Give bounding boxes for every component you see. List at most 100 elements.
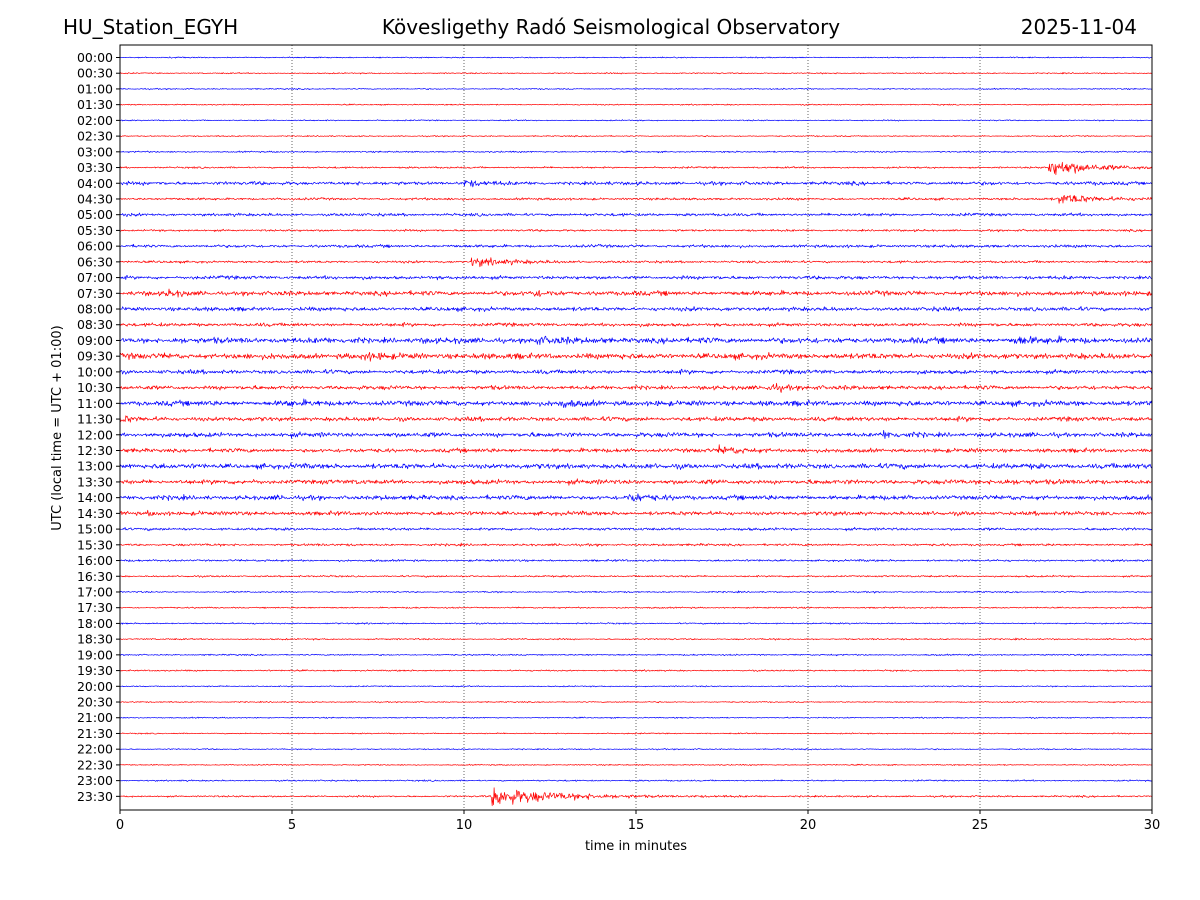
- trace-1030: [119, 382, 1153, 393]
- y-tick-label: 19:00: [77, 647, 113, 662]
- trace-1900: [119, 653, 1153, 657]
- y-tick-label: 05:00: [77, 207, 113, 222]
- y-tick-label: 11:30: [77, 412, 113, 427]
- trace-0300: [119, 150, 1153, 154]
- trace-0230: [119, 135, 1153, 138]
- x-tick-label: 0: [116, 818, 124, 833]
- y-tick-label: 22:30: [77, 757, 113, 772]
- y-tick-label: 07:30: [77, 286, 113, 301]
- y-tick-label: 06:00: [77, 239, 113, 254]
- trace-0830: [119, 322, 1153, 328]
- trace-1400: [119, 493, 1153, 502]
- station-title: HU_Station_EGYH: [63, 15, 239, 39]
- y-tick-label: 23:30: [77, 789, 113, 804]
- trace-0730: [119, 288, 1153, 298]
- y-tick-label: 15:30: [77, 537, 113, 552]
- y-tick-label: 01:00: [77, 81, 113, 96]
- trace-0130: [119, 103, 1153, 106]
- trace-1100: [119, 398, 1153, 409]
- y-tick-label: 20:00: [77, 679, 113, 694]
- y-tick-label: 23:00: [77, 773, 113, 788]
- trace-1830: [119, 637, 1153, 641]
- trace-0100: [119, 87, 1153, 91]
- trace-0200: [119, 119, 1153, 122]
- y-tick-label: 21:30: [77, 726, 113, 741]
- trace-0430: [119, 194, 1153, 204]
- y-tick-label: 07:00: [77, 270, 113, 285]
- trace-1530: [119, 542, 1153, 547]
- y-tick-label: 04:30: [77, 191, 113, 206]
- trace-1200: [119, 429, 1153, 439]
- trace-0930: [119, 351, 1153, 362]
- x-tick-label: 30: [1144, 818, 1161, 833]
- x-tick-label: 15: [628, 818, 645, 833]
- trace-2330: [119, 787, 1153, 807]
- y-tick-label: 18:00: [77, 616, 113, 631]
- y-tick-label: 12:30: [77, 443, 113, 458]
- trace-1430: [119, 509, 1153, 517]
- y-tick-label: 03:00: [77, 144, 113, 159]
- trace-0600: [119, 243, 1153, 249]
- trace-2300: [119, 779, 1153, 782]
- y-tick-label: 17:30: [77, 600, 113, 615]
- y-tick-label: 10:30: [77, 380, 113, 395]
- y-tick-label: 09:30: [77, 349, 113, 364]
- y-tick-label: 06:30: [77, 254, 113, 269]
- y-axis: 00:0000:3001:0001:3002:0002:3003:0003:30…: [77, 50, 120, 804]
- y-tick-label: 16:00: [77, 553, 113, 568]
- trace-2000: [119, 685, 1153, 688]
- trace-1500: [119, 526, 1153, 532]
- trace-1630: [119, 574, 1153, 578]
- x-tick-label: 5: [288, 818, 296, 833]
- trace-2030: [119, 700, 1153, 704]
- y-tick-label: 00:30: [77, 66, 113, 81]
- y-tick-label: 04:00: [77, 176, 113, 191]
- trace-0630: [119, 257, 1153, 268]
- x-tick-label: 25: [972, 818, 989, 833]
- y-tick-label: 21:00: [77, 710, 113, 725]
- x-axis: 0 5 10 15 20 25 30: [116, 810, 1160, 833]
- trace-0500: [119, 212, 1153, 217]
- y-tick-label: 00:00: [77, 50, 113, 65]
- grid-lines: [291, 45, 981, 810]
- y-tick-label: 03:30: [77, 160, 113, 175]
- trace-0900: [119, 335, 1153, 346]
- y-axis-label: UTC (local time = UTC + 01:00): [50, 325, 65, 530]
- trace-1930: [119, 669, 1153, 672]
- y-tick-label: 14:00: [77, 490, 113, 505]
- trace-0330: [119, 161, 1153, 176]
- y-tick-label: 13:00: [77, 459, 113, 474]
- y-tick-label: 02:00: [77, 113, 113, 128]
- y-tick-label: 20:30: [77, 695, 113, 710]
- y-tick-label: 15:00: [77, 522, 113, 537]
- trace-1130: [119, 415, 1153, 423]
- y-tick-label: 01:30: [77, 97, 113, 112]
- trace-0800: [119, 306, 1153, 313]
- y-tick-label: 14:30: [77, 506, 113, 521]
- y-tick-label: 08:30: [77, 317, 113, 332]
- y-tick-label: 19:30: [77, 663, 113, 678]
- y-tick-label: 22:00: [77, 742, 113, 757]
- y-tick-label: 18:30: [77, 632, 113, 647]
- y-tick-label: 16:30: [77, 569, 113, 584]
- trace-1700: [119, 590, 1153, 594]
- trace-2100: [119, 716, 1153, 719]
- seismic-traces: [119, 56, 1153, 807]
- trace-0530: [119, 228, 1153, 233]
- date-title: 2025-11-04: [1020, 15, 1137, 39]
- trace-0400: [119, 179, 1153, 188]
- y-tick-label: 17:00: [77, 584, 113, 599]
- trace-1600: [119, 558, 1153, 563]
- y-tick-label: 12:00: [77, 427, 113, 442]
- y-tick-label: 05:30: [77, 223, 113, 238]
- x-axis-label: time in minutes: [585, 839, 687, 854]
- trace-0030: [119, 71, 1153, 75]
- trace-0000: [119, 56, 1153, 59]
- trace-0700: [119, 274, 1153, 281]
- y-tick-label: 02:30: [77, 129, 113, 144]
- trace-2200: [119, 748, 1153, 751]
- y-tick-label: 10:00: [77, 364, 113, 379]
- trace-1000: [119, 368, 1153, 375]
- trace-1300: [119, 462, 1153, 470]
